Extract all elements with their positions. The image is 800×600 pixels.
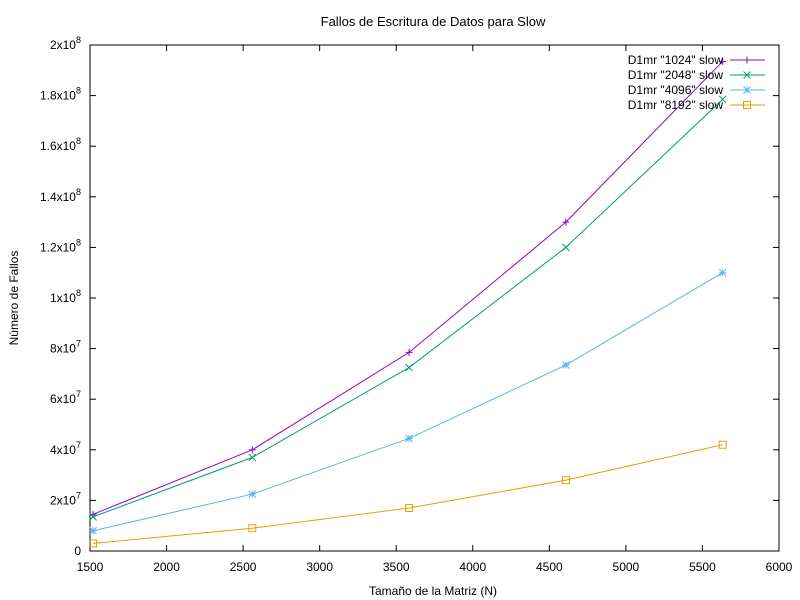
marker-square xyxy=(89,539,98,548)
marker-stroke xyxy=(718,268,727,277)
data-point xyxy=(89,539,98,548)
series-1 xyxy=(89,95,727,521)
data-point xyxy=(718,268,727,277)
marker-stroke xyxy=(89,512,97,521)
legend-label: D1mr "2048" slow xyxy=(628,68,724,82)
data-point xyxy=(405,363,413,372)
series-0 xyxy=(89,57,727,518)
y-tick-label: 0 xyxy=(74,544,81,558)
y-tick-label: 1.8x108 xyxy=(40,86,81,103)
chart-title: Fallos de Escritura de Datos para Slow xyxy=(321,14,546,29)
legend-item: D1mr "8192" slow xyxy=(628,98,765,112)
data-point xyxy=(248,490,257,498)
legend-label: D1mr "8192" slow xyxy=(628,98,724,112)
x-tick-label: 3000 xyxy=(306,560,333,574)
y-tick-label: 1.6x108 xyxy=(40,136,81,153)
data-point xyxy=(248,446,256,454)
y-tick-label: 2x108 xyxy=(50,35,81,52)
data-point xyxy=(248,524,257,533)
legend-label: D1mr "4096" slow xyxy=(628,83,724,97)
marker-square xyxy=(561,476,570,485)
legend-item: D1mr "1024" slow xyxy=(628,53,765,67)
legend-label: D1mr "1024" slow xyxy=(628,53,724,67)
axes: 1500 2000 2500 3000 3500 4000 4500 5000 5500 6000… xyxy=(40,35,793,574)
marker-square xyxy=(743,101,751,109)
legend-marker xyxy=(743,86,751,94)
marker-square xyxy=(718,440,727,449)
legend-item: D1mr "2048" slow xyxy=(628,68,765,82)
x-axis-label: Tamaño de la Matriz (N) xyxy=(369,584,497,598)
data-point xyxy=(248,453,257,462)
marker-stroke xyxy=(743,71,751,79)
series-line xyxy=(93,444,723,544)
legend-item: D1mr "4096" slow xyxy=(628,83,765,97)
x-tick-label: 5500 xyxy=(689,560,716,574)
data-point xyxy=(562,361,570,369)
legend-marker xyxy=(743,101,751,109)
data-point xyxy=(562,218,570,226)
y-tick-label: 1.2x108 xyxy=(40,237,81,254)
series-line xyxy=(92,272,723,532)
marker-stroke xyxy=(562,361,570,369)
series-line xyxy=(92,61,724,515)
marker-stroke xyxy=(248,490,257,498)
data-point xyxy=(719,57,727,65)
marker-square xyxy=(405,503,414,512)
data-point xyxy=(405,503,414,512)
series-3 xyxy=(89,440,727,548)
y-tick-label: 2x107 xyxy=(50,490,81,507)
plot-border xyxy=(89,44,780,552)
x-tick-label: 4500 xyxy=(536,560,563,574)
x-tick-label: 1500 xyxy=(77,560,104,574)
y-tick-label: 1.4x108 xyxy=(40,187,81,204)
x-tick-label: 2500 xyxy=(230,560,257,574)
marker-stroke xyxy=(405,434,413,443)
marker-stroke xyxy=(405,363,413,372)
data-point xyxy=(89,512,97,521)
marker-stroke xyxy=(743,86,751,94)
y-tick-label: 6x107 xyxy=(50,389,81,406)
data-point xyxy=(561,476,570,485)
legend-marker xyxy=(743,71,751,79)
data-point xyxy=(405,348,413,356)
x-tick-label: 2000 xyxy=(153,560,180,574)
marker-stroke xyxy=(718,95,727,104)
x-tick-label: 3500 xyxy=(383,560,410,574)
y-axis-label: Número de Fallos xyxy=(7,251,21,346)
y-tick-label: 8x107 xyxy=(50,339,81,356)
legend-marker xyxy=(743,56,751,64)
marker-stroke xyxy=(248,453,257,462)
y-tick-label: 4x107 xyxy=(50,440,81,457)
plot-series xyxy=(89,57,727,548)
x-tick-label: 4000 xyxy=(459,560,486,574)
data-point xyxy=(89,526,97,535)
x-tick-label: 6000 xyxy=(766,560,793,574)
data-point xyxy=(718,95,727,104)
data-point xyxy=(718,440,727,449)
data-point xyxy=(562,243,570,252)
x-tick-label: 5000 xyxy=(613,560,640,574)
marker-square xyxy=(248,524,257,533)
y-tick-label: 1x108 xyxy=(50,288,81,305)
marker-stroke xyxy=(89,526,97,535)
data-point xyxy=(405,434,413,443)
series-2 xyxy=(89,268,727,535)
series-line xyxy=(92,99,723,518)
marker-stroke xyxy=(562,243,570,252)
